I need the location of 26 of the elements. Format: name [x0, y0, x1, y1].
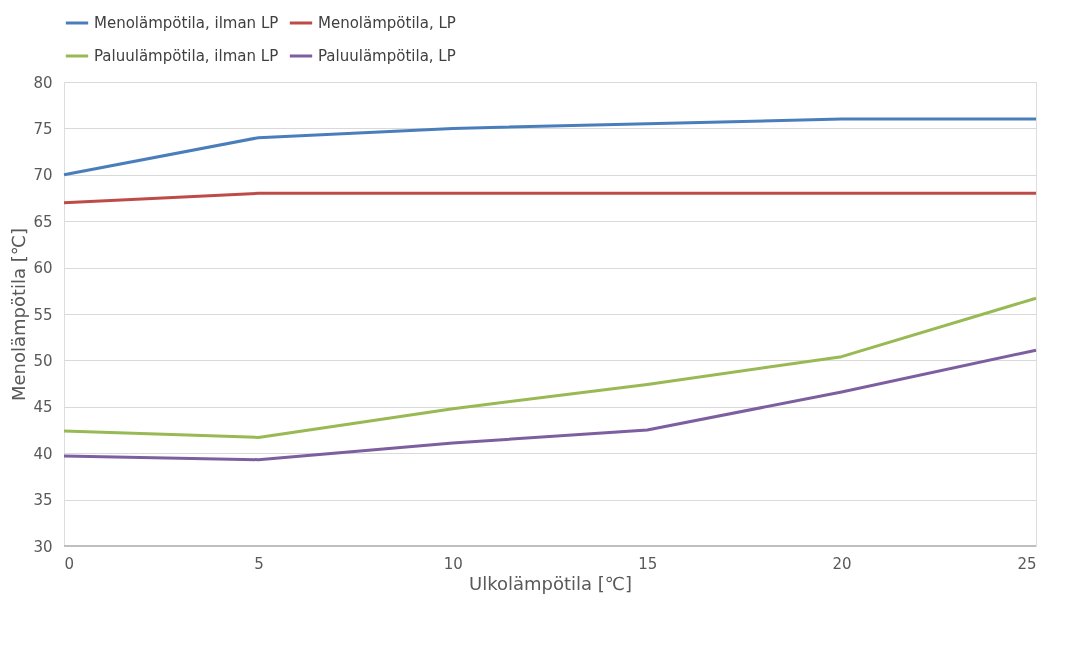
- y-tick-label: 30: [33, 537, 53, 556]
- legend-label: Paluulämpötila, LP: [318, 47, 456, 65]
- y-tick-label: 65: [33, 212, 53, 231]
- x-tick-label: 20: [832, 554, 852, 573]
- y-tick-label: 55: [33, 305, 53, 324]
- line-series: [62, 296, 1038, 439]
- line-series: [62, 348, 1038, 462]
- x-tick-label: 5: [254, 554, 264, 573]
- y-tick-label: 40: [33, 444, 53, 463]
- y-tick-label: 45: [33, 398, 53, 417]
- x-tick-label: 10: [443, 554, 463, 573]
- y-tick-label: 80: [33, 73, 53, 92]
- legend-label: Menolämpötila, ilman LP: [94, 14, 279, 32]
- x-axis-title: Ulkolämpötila [℃]: [468, 572, 633, 594]
- y-tick-label: 35: [33, 491, 53, 510]
- y-axis-title: Menolämpötila [℃]: [8, 227, 30, 402]
- x-tick-label: 0: [64, 554, 75, 573]
- y-tick-label: 70: [33, 166, 53, 185]
- y-tick-label: 60: [33, 259, 53, 278]
- legend-label: Paluulämpötila, ilman LP: [94, 47, 279, 65]
- y-tick-label: 50: [33, 351, 53, 370]
- y-tick-label: 75: [33, 119, 53, 138]
- x-tick-label: 25: [1017, 554, 1037, 573]
- x-tick-label: 15: [638, 554, 658, 573]
- legend-label: Menolämpötila, LP: [318, 14, 456, 32]
- line-series: [62, 117, 1038, 177]
